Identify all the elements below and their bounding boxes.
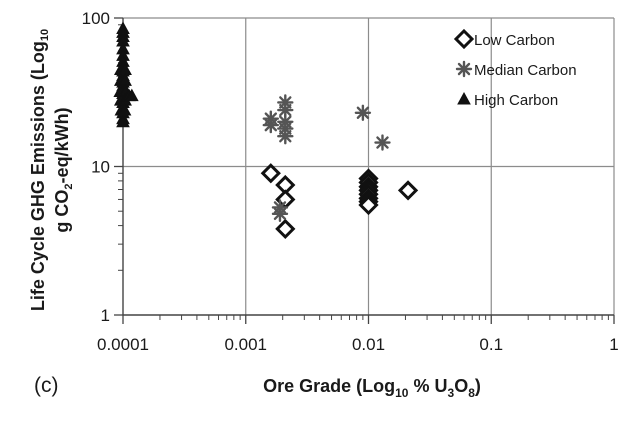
high-carbon-point: [117, 102, 132, 116]
low-carbon-point: [397, 180, 419, 201]
panel-label: (c): [34, 374, 59, 397]
legend-label-high-carbon: High Carbon: [474, 92, 558, 109]
legend-marker-low-carbon: [453, 28, 475, 50]
y-axis-title-line-1: Life Cycle GHG Emissions (Log10: [28, 29, 51, 311]
x-tick-label: 1: [609, 335, 618, 354]
x-tick-label: 0.1: [479, 335, 503, 354]
high-carbon-point: [116, 114, 130, 128]
y-axis-title-line-2: g CO2-eq/kWh): [52, 107, 75, 232]
median-carbon-point: [277, 101, 294, 119]
high-carbon-point: [124, 88, 139, 102]
legend: Low Carbon Median Carbon High Carbon: [453, 28, 577, 109]
legend-label-low-carbon: Low Carbon: [474, 32, 555, 49]
median-carbon-point: [262, 116, 280, 134]
gridlines: [123, 17, 615, 315]
low-carbon-point: [358, 194, 379, 216]
low-carbon-legend-symbol: [453, 28, 475, 50]
data-points: [113, 21, 419, 240]
axes: 0.0001 0.001 0.01 0.1 1 1 10 100: [82, 9, 619, 354]
median-carbon-point: [354, 104, 372, 121]
median-carbon-point: [271, 205, 289, 223]
x-tick-label: 0.001: [224, 335, 267, 354]
median-carbon-point: [374, 134, 391, 151]
legend-marker-median-carbon: [455, 60, 473, 78]
x-tick-label: 0.01: [352, 335, 385, 354]
high-carbon-legend-symbol: [457, 91, 471, 105]
y-axis-title: Life Cycle GHG Emissions (Log10 g CO2-eq…: [28, 29, 75, 311]
y-tick-label: 1: [101, 306, 110, 325]
median-carbon-point: [277, 127, 294, 145]
y-tick-label: 10: [91, 158, 110, 177]
legend-label-median-carbon: Median Carbon: [474, 62, 577, 79]
x-tick-label: 0.0001: [97, 335, 149, 354]
low-carbon-point: [260, 163, 281, 184]
y-tick-label: 100: [82, 9, 110, 28]
legend-marker-high-carbon: [457, 91, 471, 105]
low-carbon-point: [275, 218, 296, 240]
x-axis-title: Ore Grade (Log10 % U3O8): [263, 376, 481, 400]
median-carbon-legend-symbol: [455, 60, 473, 78]
